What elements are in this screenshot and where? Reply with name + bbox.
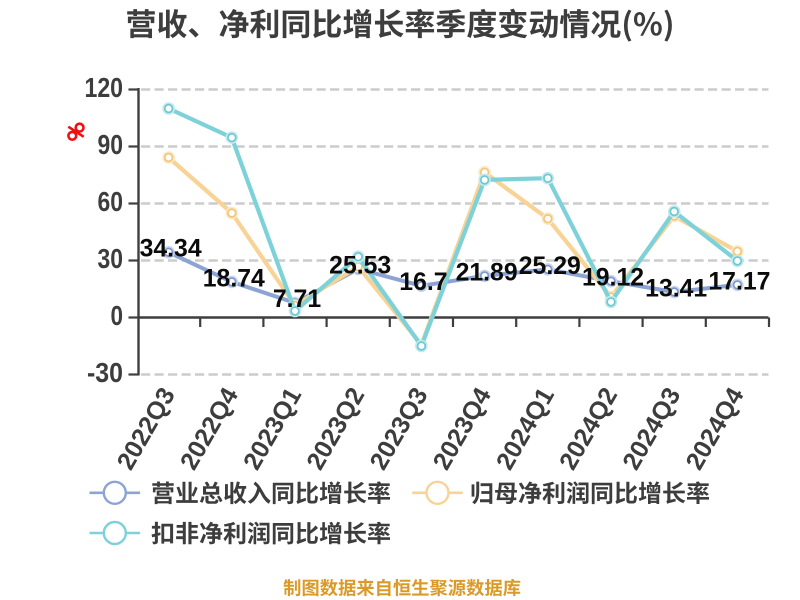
svg-text:90: 90: [98, 129, 124, 160]
svg-text:60: 60: [98, 186, 124, 217]
svg-text:17.17: 17.17: [708, 268, 770, 295]
svg-text:-30: -30: [87, 357, 123, 388]
svg-text:18.74: 18.74: [203, 265, 265, 292]
svg-text:21.89: 21.89: [456, 259, 518, 286]
svg-text:25.29: 25.29: [519, 253, 581, 280]
svg-text:19.12: 19.12: [582, 265, 644, 292]
svg-text:16.7: 16.7: [399, 269, 447, 296]
svg-text:34.34: 34.34: [140, 236, 202, 263]
svg-text:30: 30: [98, 243, 124, 274]
svg-text:25.53: 25.53: [329, 252, 391, 279]
svg-text:7.71: 7.71: [273, 286, 321, 313]
svg-text:13.41: 13.41: [645, 275, 707, 302]
svg-text:120: 120: [85, 72, 124, 103]
svg-text:0: 0: [111, 300, 124, 331]
